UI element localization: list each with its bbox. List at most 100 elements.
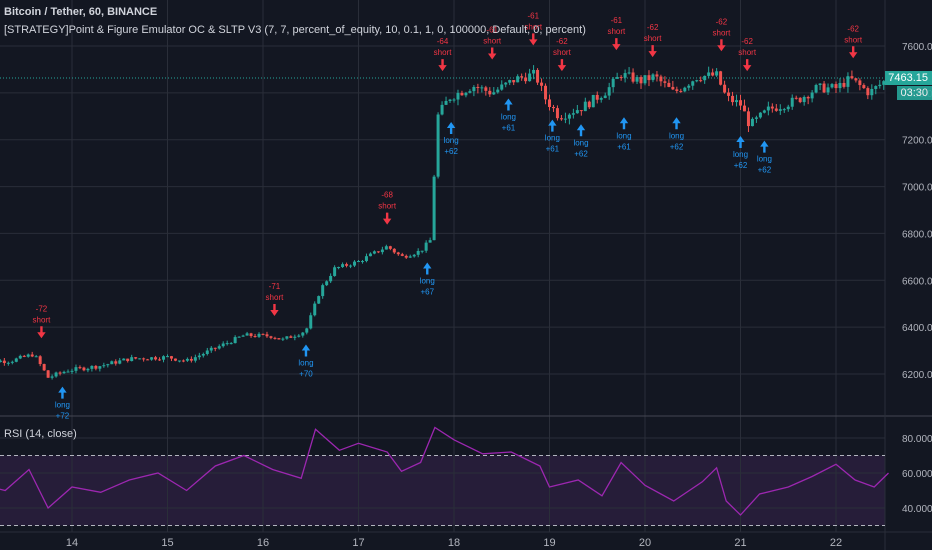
candle-body bbox=[193, 357, 197, 361]
short-signal-value: -71 bbox=[269, 282, 281, 291]
candle-body bbox=[679, 90, 683, 92]
candle bbox=[567, 113, 571, 125]
price-tick-label: 6400.00 bbox=[902, 323, 932, 334]
last-price-tag: 7463.15 bbox=[885, 71, 932, 86]
candle-body bbox=[221, 343, 225, 347]
candle bbox=[822, 81, 826, 94]
candle bbox=[341, 262, 345, 268]
long-arrow-icon bbox=[301, 344, 311, 357]
candle-body bbox=[460, 92, 464, 96]
candle-body bbox=[456, 92, 460, 100]
long-signal-value: +61 bbox=[502, 124, 516, 133]
candle-body bbox=[237, 336, 241, 338]
candle-body bbox=[778, 109, 782, 111]
candle bbox=[830, 83, 834, 89]
price-tick-label: 7000.00 bbox=[902, 183, 932, 194]
long-arrow-icon bbox=[619, 117, 629, 130]
candle-body bbox=[217, 346, 221, 349]
candle bbox=[643, 75, 647, 86]
candle-body bbox=[631, 72, 635, 82]
candle bbox=[444, 96, 448, 105]
candle bbox=[520, 73, 524, 81]
candle bbox=[122, 358, 126, 361]
candle-body bbox=[154, 357, 158, 360]
candle-body bbox=[683, 87, 687, 92]
candle-body bbox=[293, 336, 297, 338]
candle bbox=[786, 104, 790, 112]
candle-body bbox=[18, 355, 22, 359]
candle-body bbox=[102, 365, 106, 367]
strategy-title[interactable]: [STRATEGY]Point & Figure Emulator OC & S… bbox=[4, 24, 586, 36]
candle-body bbox=[794, 97, 798, 99]
candle-body bbox=[790, 97, 794, 107]
candle-body bbox=[424, 242, 428, 251]
candle bbox=[528, 68, 532, 82]
candle bbox=[201, 352, 205, 358]
candle bbox=[559, 115, 563, 121]
candle bbox=[325, 280, 329, 287]
candle bbox=[647, 70, 651, 87]
short-signal: -61 short bbox=[483, 25, 502, 60]
candle bbox=[62, 370, 66, 374]
candle-body bbox=[854, 78, 858, 81]
candle bbox=[46, 370, 50, 378]
candle-body bbox=[360, 261, 364, 263]
candle-body bbox=[695, 80, 699, 82]
candle bbox=[571, 108, 575, 119]
candle bbox=[850, 70, 854, 80]
candle bbox=[599, 96, 603, 103]
candle-body bbox=[452, 99, 456, 101]
short-signal-label: short bbox=[33, 315, 52, 324]
candle bbox=[217, 344, 221, 350]
candle-body bbox=[74, 367, 78, 371]
price-tick-label: 6200.00 bbox=[902, 370, 932, 381]
long-signal-label: long bbox=[669, 131, 684, 140]
candle-body bbox=[42, 364, 46, 371]
long-arrow-icon bbox=[504, 98, 513, 111]
candle bbox=[114, 359, 118, 366]
short-signal: -61 short bbox=[607, 16, 626, 51]
candle-body bbox=[337, 267, 341, 269]
rsi-tick-label: 40.0000 bbox=[902, 504, 932, 515]
candle bbox=[675, 86, 679, 94]
candle-body bbox=[731, 95, 735, 103]
candle-body bbox=[213, 347, 217, 349]
candle-body bbox=[349, 265, 353, 267]
candle bbox=[130, 354, 134, 362]
candle-body bbox=[540, 82, 544, 86]
candle-body bbox=[118, 360, 122, 364]
candle bbox=[866, 86, 870, 100]
candle bbox=[468, 89, 472, 94]
candle-body bbox=[396, 252, 400, 255]
candle bbox=[548, 94, 551, 111]
short-signal-label: short bbox=[378, 202, 397, 211]
price-tick-label: 6600.00 bbox=[902, 276, 932, 287]
candle bbox=[353, 260, 357, 268]
rsi-title[interactable]: RSI (14, close) bbox=[4, 428, 77, 440]
long-signal-label: long bbox=[444, 136, 459, 145]
candle-body bbox=[329, 275, 333, 282]
candle bbox=[440, 101, 444, 116]
candle bbox=[794, 95, 798, 100]
candle-body bbox=[440, 104, 444, 115]
candle bbox=[436, 112, 440, 179]
candle-body bbox=[62, 371, 66, 374]
candle bbox=[651, 73, 655, 83]
candle bbox=[18, 354, 22, 360]
short-signal-label: short bbox=[434, 48, 453, 57]
candle bbox=[412, 253, 416, 258]
candle-body bbox=[551, 107, 555, 109]
candle bbox=[882, 80, 886, 90]
candle bbox=[603, 92, 607, 99]
short-signal: -64 short bbox=[434, 37, 453, 72]
candle-body bbox=[22, 355, 26, 357]
candle-body bbox=[241, 335, 245, 337]
candle-body bbox=[305, 328, 309, 333]
candle bbox=[289, 335, 293, 338]
candle bbox=[551, 104, 555, 112]
long-arrow-icon bbox=[576, 124, 586, 137]
candle bbox=[333, 265, 337, 277]
candle-body bbox=[739, 100, 742, 106]
candle bbox=[798, 97, 802, 104]
